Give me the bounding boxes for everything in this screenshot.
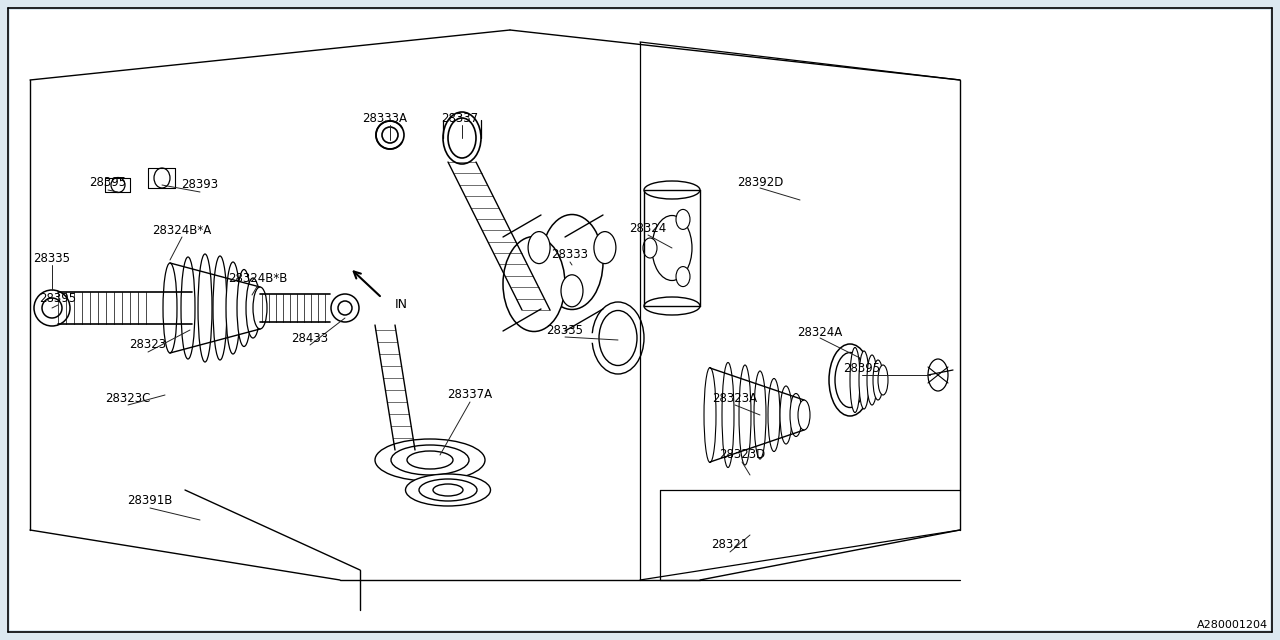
Text: 28335: 28335 [547, 323, 584, 337]
Ellipse shape [780, 386, 792, 444]
Ellipse shape [594, 232, 616, 264]
Ellipse shape [867, 355, 877, 405]
Text: 28395: 28395 [40, 291, 77, 305]
Ellipse shape [676, 267, 690, 287]
Text: 28335: 28335 [33, 252, 70, 264]
Text: IN: IN [396, 298, 408, 312]
Ellipse shape [643, 238, 657, 258]
Ellipse shape [704, 367, 716, 463]
Text: 28324B*A: 28324B*A [152, 223, 211, 237]
Text: 28337: 28337 [442, 111, 479, 125]
Text: 28333: 28333 [552, 248, 589, 262]
Ellipse shape [154, 168, 170, 188]
Text: 28324B*B: 28324B*B [228, 271, 288, 285]
Ellipse shape [503, 237, 564, 332]
Text: 28324A: 28324A [797, 326, 842, 339]
Ellipse shape [878, 365, 888, 395]
Text: 28323D: 28323D [719, 449, 765, 461]
Ellipse shape [407, 451, 453, 469]
Text: 28323C: 28323C [105, 392, 151, 404]
Text: 28321: 28321 [712, 538, 749, 552]
Ellipse shape [198, 254, 212, 362]
Ellipse shape [591, 302, 644, 374]
Ellipse shape [541, 214, 603, 310]
Ellipse shape [859, 351, 869, 409]
Ellipse shape [111, 177, 125, 193]
Ellipse shape [227, 262, 241, 354]
Ellipse shape [212, 256, 227, 360]
Ellipse shape [163, 263, 177, 353]
Text: 28395: 28395 [90, 175, 127, 189]
Text: 28391B: 28391B [127, 493, 173, 506]
Text: 28333A: 28333A [362, 111, 407, 125]
Text: A280001204: A280001204 [1197, 620, 1268, 630]
Text: 28337A: 28337A [448, 388, 493, 401]
Ellipse shape [644, 297, 700, 315]
Ellipse shape [850, 348, 860, 413]
Text: 28323A: 28323A [713, 392, 758, 404]
Ellipse shape [443, 112, 481, 164]
Ellipse shape [652, 216, 692, 280]
Ellipse shape [829, 344, 870, 416]
Ellipse shape [433, 484, 463, 496]
Ellipse shape [797, 400, 810, 430]
Ellipse shape [835, 353, 865, 408]
Ellipse shape [237, 269, 251, 346]
Text: 28395: 28395 [844, 362, 881, 374]
Ellipse shape [768, 378, 780, 451]
Text: 28323: 28323 [129, 339, 166, 351]
Ellipse shape [676, 209, 690, 229]
Text: 28324: 28324 [630, 221, 667, 234]
Ellipse shape [419, 479, 477, 501]
Ellipse shape [529, 232, 550, 264]
Ellipse shape [561, 275, 582, 307]
Ellipse shape [644, 181, 700, 199]
Ellipse shape [599, 310, 637, 365]
Ellipse shape [928, 359, 948, 391]
Text: 28433: 28433 [292, 332, 329, 344]
Ellipse shape [739, 365, 751, 465]
Ellipse shape [375, 439, 485, 481]
Text: 28393: 28393 [182, 179, 219, 191]
Ellipse shape [754, 371, 765, 459]
Ellipse shape [180, 257, 195, 359]
Ellipse shape [246, 278, 260, 338]
Ellipse shape [448, 118, 476, 158]
Text: 28392D: 28392D [737, 175, 783, 189]
Ellipse shape [790, 394, 803, 436]
Ellipse shape [873, 360, 883, 400]
Ellipse shape [406, 474, 490, 506]
Ellipse shape [253, 287, 268, 329]
Ellipse shape [722, 362, 733, 467]
Ellipse shape [390, 445, 468, 475]
